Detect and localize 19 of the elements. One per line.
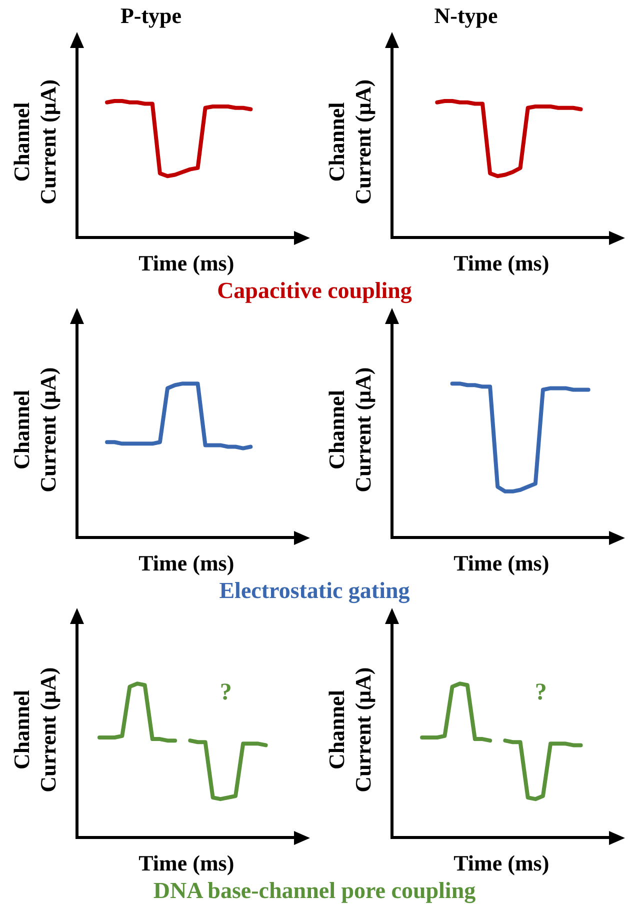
chart-title: P-type (120, 2, 182, 28)
y-axis-title: Channel Current (μA) (8, 667, 60, 792)
text: Capacitive coupling (216, 278, 413, 304)
annotation: ? (534, 679, 547, 706)
y-axis-title: Channel Current (μA) (324, 79, 376, 205)
x-axis-title: Time (ms) (138, 850, 234, 876)
text: DNA base-channel pore coupling (152, 878, 477, 904)
annotation: ? (220, 679, 232, 706)
y-axis-title: Channel Current (μA) (8, 367, 60, 492)
chart-title: N-type (434, 2, 498, 28)
x-axis-title: Time (ms) (454, 850, 550, 876)
text: Electrostatic gating (218, 578, 411, 604)
y-axis-title: Channel Current (μA) (8, 79, 60, 205)
x-axis-title: Time (ms) (138, 550, 234, 576)
x-axis-title: Time (ms) (454, 250, 550, 276)
y-axis-title: Channel Current (μA) (324, 367, 376, 492)
x-axis-title: Time (ms) (138, 250, 234, 276)
x-axis-title: Time (ms) (454, 550, 550, 576)
y-axis-title: Channel Current (μA) (324, 667, 376, 792)
